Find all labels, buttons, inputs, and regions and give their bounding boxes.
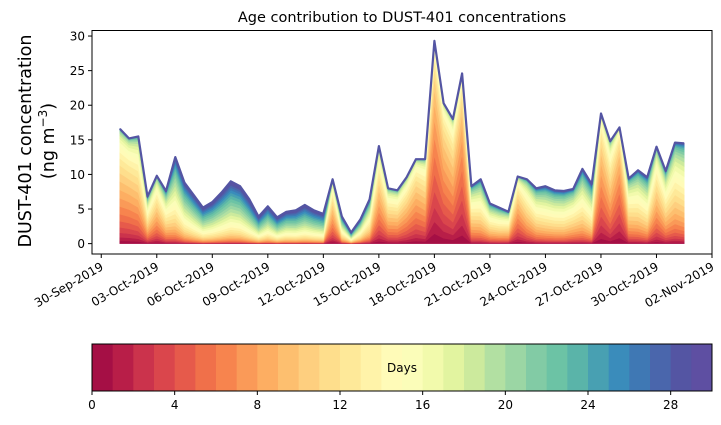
colorbar-swatch [608,344,630,391]
y-tick-label: 30 [70,30,85,44]
total-line [119,39,685,234]
colorbar-swatch [402,344,424,391]
y-tick-label: 15 [70,133,85,147]
y-axis: 0 5 10 15 20 25 30 [70,30,92,251]
colorbar-swatch [526,344,548,391]
colorbar-swatch [670,344,692,391]
colorbar-swatch [112,344,134,391]
colorbar-tick-label: 16 [415,398,430,412]
plot-frame [91,30,713,255]
colorbar-swatch [464,344,486,391]
colorbar-swatch [443,344,465,391]
colorbar [92,344,713,391]
chart-title: Age contribution to DUST-401 concentrati… [238,10,566,26]
colorbar-swatch [691,344,713,391]
colorbar-swatch [567,344,589,391]
colorbar-tick-label: 0 [88,398,96,412]
y-axis-label-line2: (ng m−3) [36,103,59,179]
colorbar-swatch [133,344,155,391]
colorbar-tick-label: 12 [332,398,347,412]
colorbar-frame [91,343,713,392]
y-tick-label: 10 [70,168,85,182]
colorbar-tick-label: 4 [171,398,179,412]
colorbar-swatch [588,344,610,391]
colorbar-swatch [360,344,382,391]
colorbar-swatch [650,344,672,391]
y-tick-label: 20 [70,99,85,113]
colorbar-tick-label: 24 [580,398,595,412]
colorbar-swatch [422,344,444,391]
colorbar-swatch [381,344,403,391]
colorbar-swatch [278,344,300,391]
y-tick-label: 5 [77,203,85,217]
colorbar-swatch [298,344,320,391]
colorbar-swatch [154,344,176,391]
y-tick-label: 0 [77,237,85,251]
colorbar-swatch [216,344,238,391]
colorbar-tick-label: 20 [498,398,513,412]
colorbar-swatch [174,344,196,391]
y-axis-label: DUST-401 concentration (ng m−3) [16,35,59,248]
y-axis-unit: (ng m [39,127,59,179]
colorbar-swatch [505,344,527,391]
colorbar-swatch [92,344,114,391]
colorbar-axis: 0 4 8 12 16 20 24 28 [88,391,678,412]
colorbar-label: Days [387,361,417,375]
colorbar-tick-label: 8 [254,398,262,412]
colorbar-swatch [629,344,651,391]
plot-area [119,39,685,244]
colorbar-swatch [319,344,341,391]
y-axis-unit-close: ) [39,103,59,110]
y-axis-unit-exponent: −3 [36,110,50,128]
colorbar-swatch [195,344,217,391]
y-tick-label: 25 [70,64,85,78]
y-axis-label-line1: DUST-401 concentration [16,35,36,248]
colorbar-swatch [484,344,506,391]
colorbar-tick-label: 28 [663,398,678,412]
colorbar-swatch [340,344,362,391]
colorbar-swatch [257,344,279,391]
colorbar-swatch [546,344,568,391]
x-axis: 30-Sep-201903-Oct-201906-Oct-201909-Oct-… [32,254,717,310]
colorbar-swatch [236,344,258,391]
